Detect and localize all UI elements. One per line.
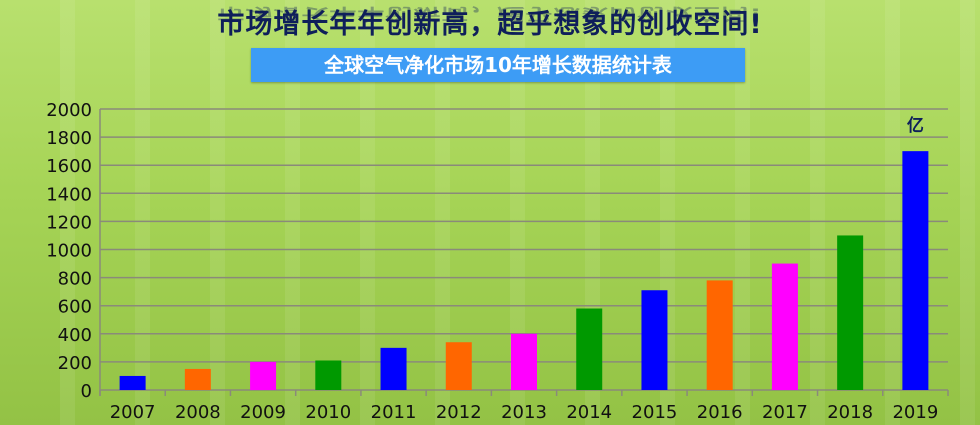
bar-2012 — [445, 342, 472, 390]
bar-2015 — [641, 290, 668, 390]
bar-2011 — [380, 347, 407, 390]
y-tick-label: 1000 — [46, 241, 92, 262]
y-tick-label: 600 — [58, 297, 92, 318]
x-tick-label: 2018 — [827, 402, 873, 423]
y-tick-label: 2000 — [46, 100, 92, 121]
y-tick-label: 200 — [58, 353, 92, 374]
bar-2016 — [706, 280, 733, 390]
x-tick-label: 2015 — [632, 402, 678, 423]
y-tick-label: 1800 — [46, 128, 92, 149]
y-tick-label: 1400 — [46, 184, 92, 205]
y-tick-label: 0 — [81, 381, 92, 402]
y-tick-label: 800 — [58, 269, 92, 290]
bar-2017 — [771, 263, 798, 390]
x-tick-label: 2009 — [240, 402, 286, 423]
bar-2010 — [315, 360, 342, 390]
x-tick-label: 2013 — [501, 402, 547, 423]
x-tick-label: 2016 — [697, 402, 743, 423]
x-tick-label: 2012 — [436, 402, 482, 423]
bar-2007 — [119, 375, 146, 390]
bar-2009 — [250, 361, 277, 390]
bar-2014 — [576, 308, 603, 390]
bar-2018 — [837, 235, 864, 390]
x-tick-label: 2019 — [892, 402, 938, 423]
x-tick-label: 2008 — [175, 402, 221, 423]
chart-title-banner: 全球空气净化市场10年增长数据统计表 — [251, 48, 745, 82]
headline: 市场增长年年创新高，超乎想象的创收空间! — [217, 9, 763, 40]
x-tick-label: 2010 — [305, 402, 351, 423]
x-tick-label: 2017 — [762, 402, 808, 423]
y-tick-label: 400 — [58, 325, 92, 346]
bar-2008 — [184, 368, 211, 390]
y-tick-label: 1600 — [46, 156, 92, 177]
bar-2013 — [511, 333, 537, 390]
x-tick-label: 2011 — [371, 402, 417, 423]
bar-2019 — [902, 151, 929, 390]
unit-label: 亿 — [907, 115, 924, 136]
x-tick-label: 2014 — [566, 402, 612, 423]
x-tick-label: 2007 — [110, 402, 156, 423]
y-tick-label: 1200 — [46, 212, 92, 233]
